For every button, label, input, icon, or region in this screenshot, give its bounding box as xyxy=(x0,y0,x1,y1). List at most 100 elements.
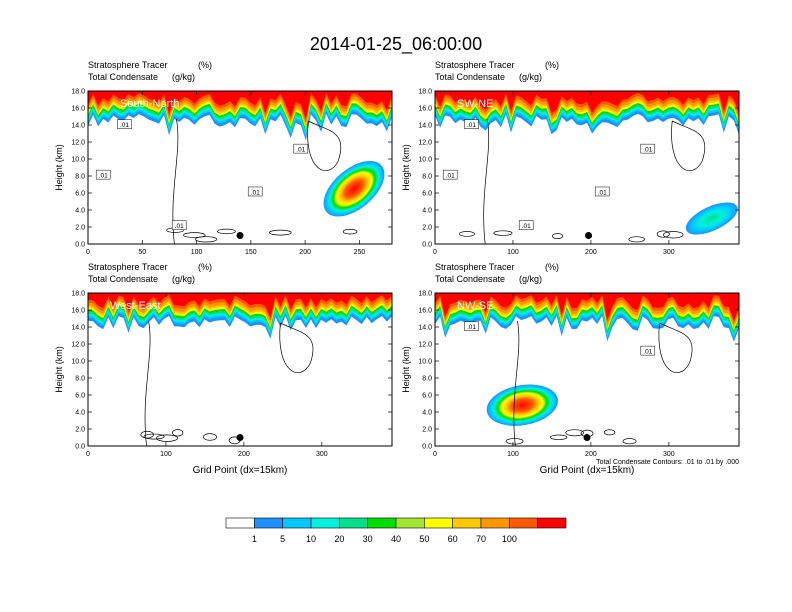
condensate-contour xyxy=(194,236,218,243)
panel-west-east: West-East Stratosphere Tracer (%) Total Con… xyxy=(54,262,393,476)
subtitle-tracer: Stratosphere Tracer xyxy=(88,262,168,272)
condensate-contour xyxy=(513,320,520,446)
tracer-intrusion-blob xyxy=(486,384,558,426)
subtitle-condensate: Total Condensate xyxy=(435,274,505,284)
condensate-contour xyxy=(217,228,236,235)
plot-area xyxy=(88,293,392,446)
plot-area: .01 .01 xyxy=(435,293,739,446)
svg-text:.01: .01 xyxy=(522,223,531,230)
contour-label: .01 xyxy=(464,119,479,129)
plot-frame xyxy=(87,292,393,447)
condensate-contour xyxy=(279,322,314,373)
condensate-contour xyxy=(628,236,645,243)
colorbar-label: 1 xyxy=(252,534,257,544)
y-tick-label: 10.0 xyxy=(71,359,85,366)
location-marker xyxy=(585,232,593,239)
y-tick-label: 8.0 xyxy=(422,376,432,383)
panel-name-label: SW-NE xyxy=(457,98,493,110)
contour-note: Total Condensate Contours: .01 to .01 by… xyxy=(596,459,739,466)
y-tick-label: 12.0 xyxy=(71,140,85,147)
subtitle-condensate-unit: (g/kg) xyxy=(519,72,542,82)
y-tick-label: 18.0 xyxy=(418,89,432,96)
y-tick-label: 14.0 xyxy=(418,325,432,332)
tracer-intrusion-blob xyxy=(323,160,385,217)
tracer-intrusion-blob xyxy=(685,202,738,235)
y-tick-label: 10.0 xyxy=(418,359,432,366)
y-tick-label: 12.0 xyxy=(418,140,432,147)
plot-area: .01 .01 .01 .01 .01 xyxy=(435,91,739,244)
y-axis-label: Height (km) xyxy=(401,144,411,191)
x-tick-label: 0 xyxy=(433,451,437,458)
location-marker xyxy=(236,232,244,239)
svg-text:.01: .01 xyxy=(598,189,607,196)
x-tick-label: 200 xyxy=(585,451,597,458)
contour-label: .01 xyxy=(464,321,479,331)
panel-sw-ne: .01 .01 .01 .01 .01 SW-NE Stratosphere Tracer (… xyxy=(401,60,740,256)
contour-label: .01 xyxy=(442,169,458,180)
condensate-contour xyxy=(483,118,490,244)
y-axis-label: Height (km) xyxy=(401,346,411,393)
y-tick-label: 16.0 xyxy=(71,106,85,113)
colorbar-swatch xyxy=(225,517,255,529)
subtitle-tracer-unit: (%) xyxy=(198,60,212,70)
colorbar-label: 5 xyxy=(280,534,285,544)
y-tick-label: 4.0 xyxy=(422,208,432,215)
plot-frame xyxy=(434,292,740,447)
x-tick-label: 100 xyxy=(191,249,203,256)
y-tick-label: 16.0 xyxy=(418,308,432,315)
x-tick-label: 100 xyxy=(160,451,172,458)
x-tick-label: 100 xyxy=(507,249,519,256)
condensate-contour xyxy=(202,433,217,441)
y-tick-label: 14.0 xyxy=(418,123,432,130)
svg-text:.01: .01 xyxy=(251,189,260,196)
x-tick-label: 200 xyxy=(585,249,597,256)
colorbar-label: 20 xyxy=(334,534,344,544)
contour-label: .01 xyxy=(171,220,187,230)
plot-area: .01 .01 .01 .01 .01 xyxy=(88,91,392,244)
condensate-contour xyxy=(552,233,564,240)
contour-label: .01 xyxy=(640,143,656,154)
condensate-contour xyxy=(622,438,637,445)
svg-text:.01: .01 xyxy=(643,147,652,154)
condensate-contour xyxy=(459,231,475,237)
tracer-band-9 xyxy=(435,293,739,321)
colorbar-label: 60 xyxy=(448,534,458,544)
y-axis-label: Height (km) xyxy=(54,144,64,191)
contour-label: .01 xyxy=(640,345,656,356)
location-marker xyxy=(236,434,244,441)
condensate-contour xyxy=(140,430,154,439)
y-tick-label: 12.0 xyxy=(418,342,432,349)
svg-text:.01: .01 xyxy=(120,122,129,129)
condensate-contour xyxy=(493,230,513,236)
contour-label: .01 xyxy=(594,186,610,196)
x-tick-label: 100 xyxy=(507,451,519,458)
contour-label: .01 xyxy=(518,220,534,230)
colorbar-swatch xyxy=(254,517,283,529)
x-axis-label: Grid Point (dx=15km) xyxy=(193,465,288,476)
condensate-contour xyxy=(143,433,165,440)
svg-text:.01: .01 xyxy=(446,173,455,180)
x-tick-label: 0 xyxy=(86,451,90,458)
svg-text:.01: .01 xyxy=(99,173,108,180)
condensate-contour xyxy=(656,230,670,238)
subtitle-condensate: Total Condensate xyxy=(435,72,505,82)
x-tick-label: 150 xyxy=(245,249,257,256)
condensate-contour xyxy=(549,434,568,440)
colorbar-swatch xyxy=(367,517,397,529)
y-tick-label: 16.0 xyxy=(418,106,432,113)
colorbar-label: 30 xyxy=(363,534,373,544)
tracer-band-9 xyxy=(435,91,739,114)
subtitle-condensate-unit: (g/kg) xyxy=(519,274,542,284)
colorbar-label: 70 xyxy=(476,534,486,544)
y-tick-label: 4.0 xyxy=(75,410,85,417)
subtitle-tracer-unit: (%) xyxy=(198,262,212,272)
x-tick-label: 250 xyxy=(354,249,366,256)
panel-name-label: NW-SE xyxy=(457,300,493,312)
condensate-contour xyxy=(172,429,184,437)
condensate-contour xyxy=(144,320,151,446)
panel-south-north: .01 .01 .01 .01 .01 South-North Stratosphere T… xyxy=(54,60,393,256)
y-tick-label: 4.0 xyxy=(75,208,85,215)
y-tick-label: 18.0 xyxy=(418,291,432,298)
contour-label: .01 xyxy=(117,119,132,129)
colorbar-label: 10 xyxy=(306,534,316,544)
